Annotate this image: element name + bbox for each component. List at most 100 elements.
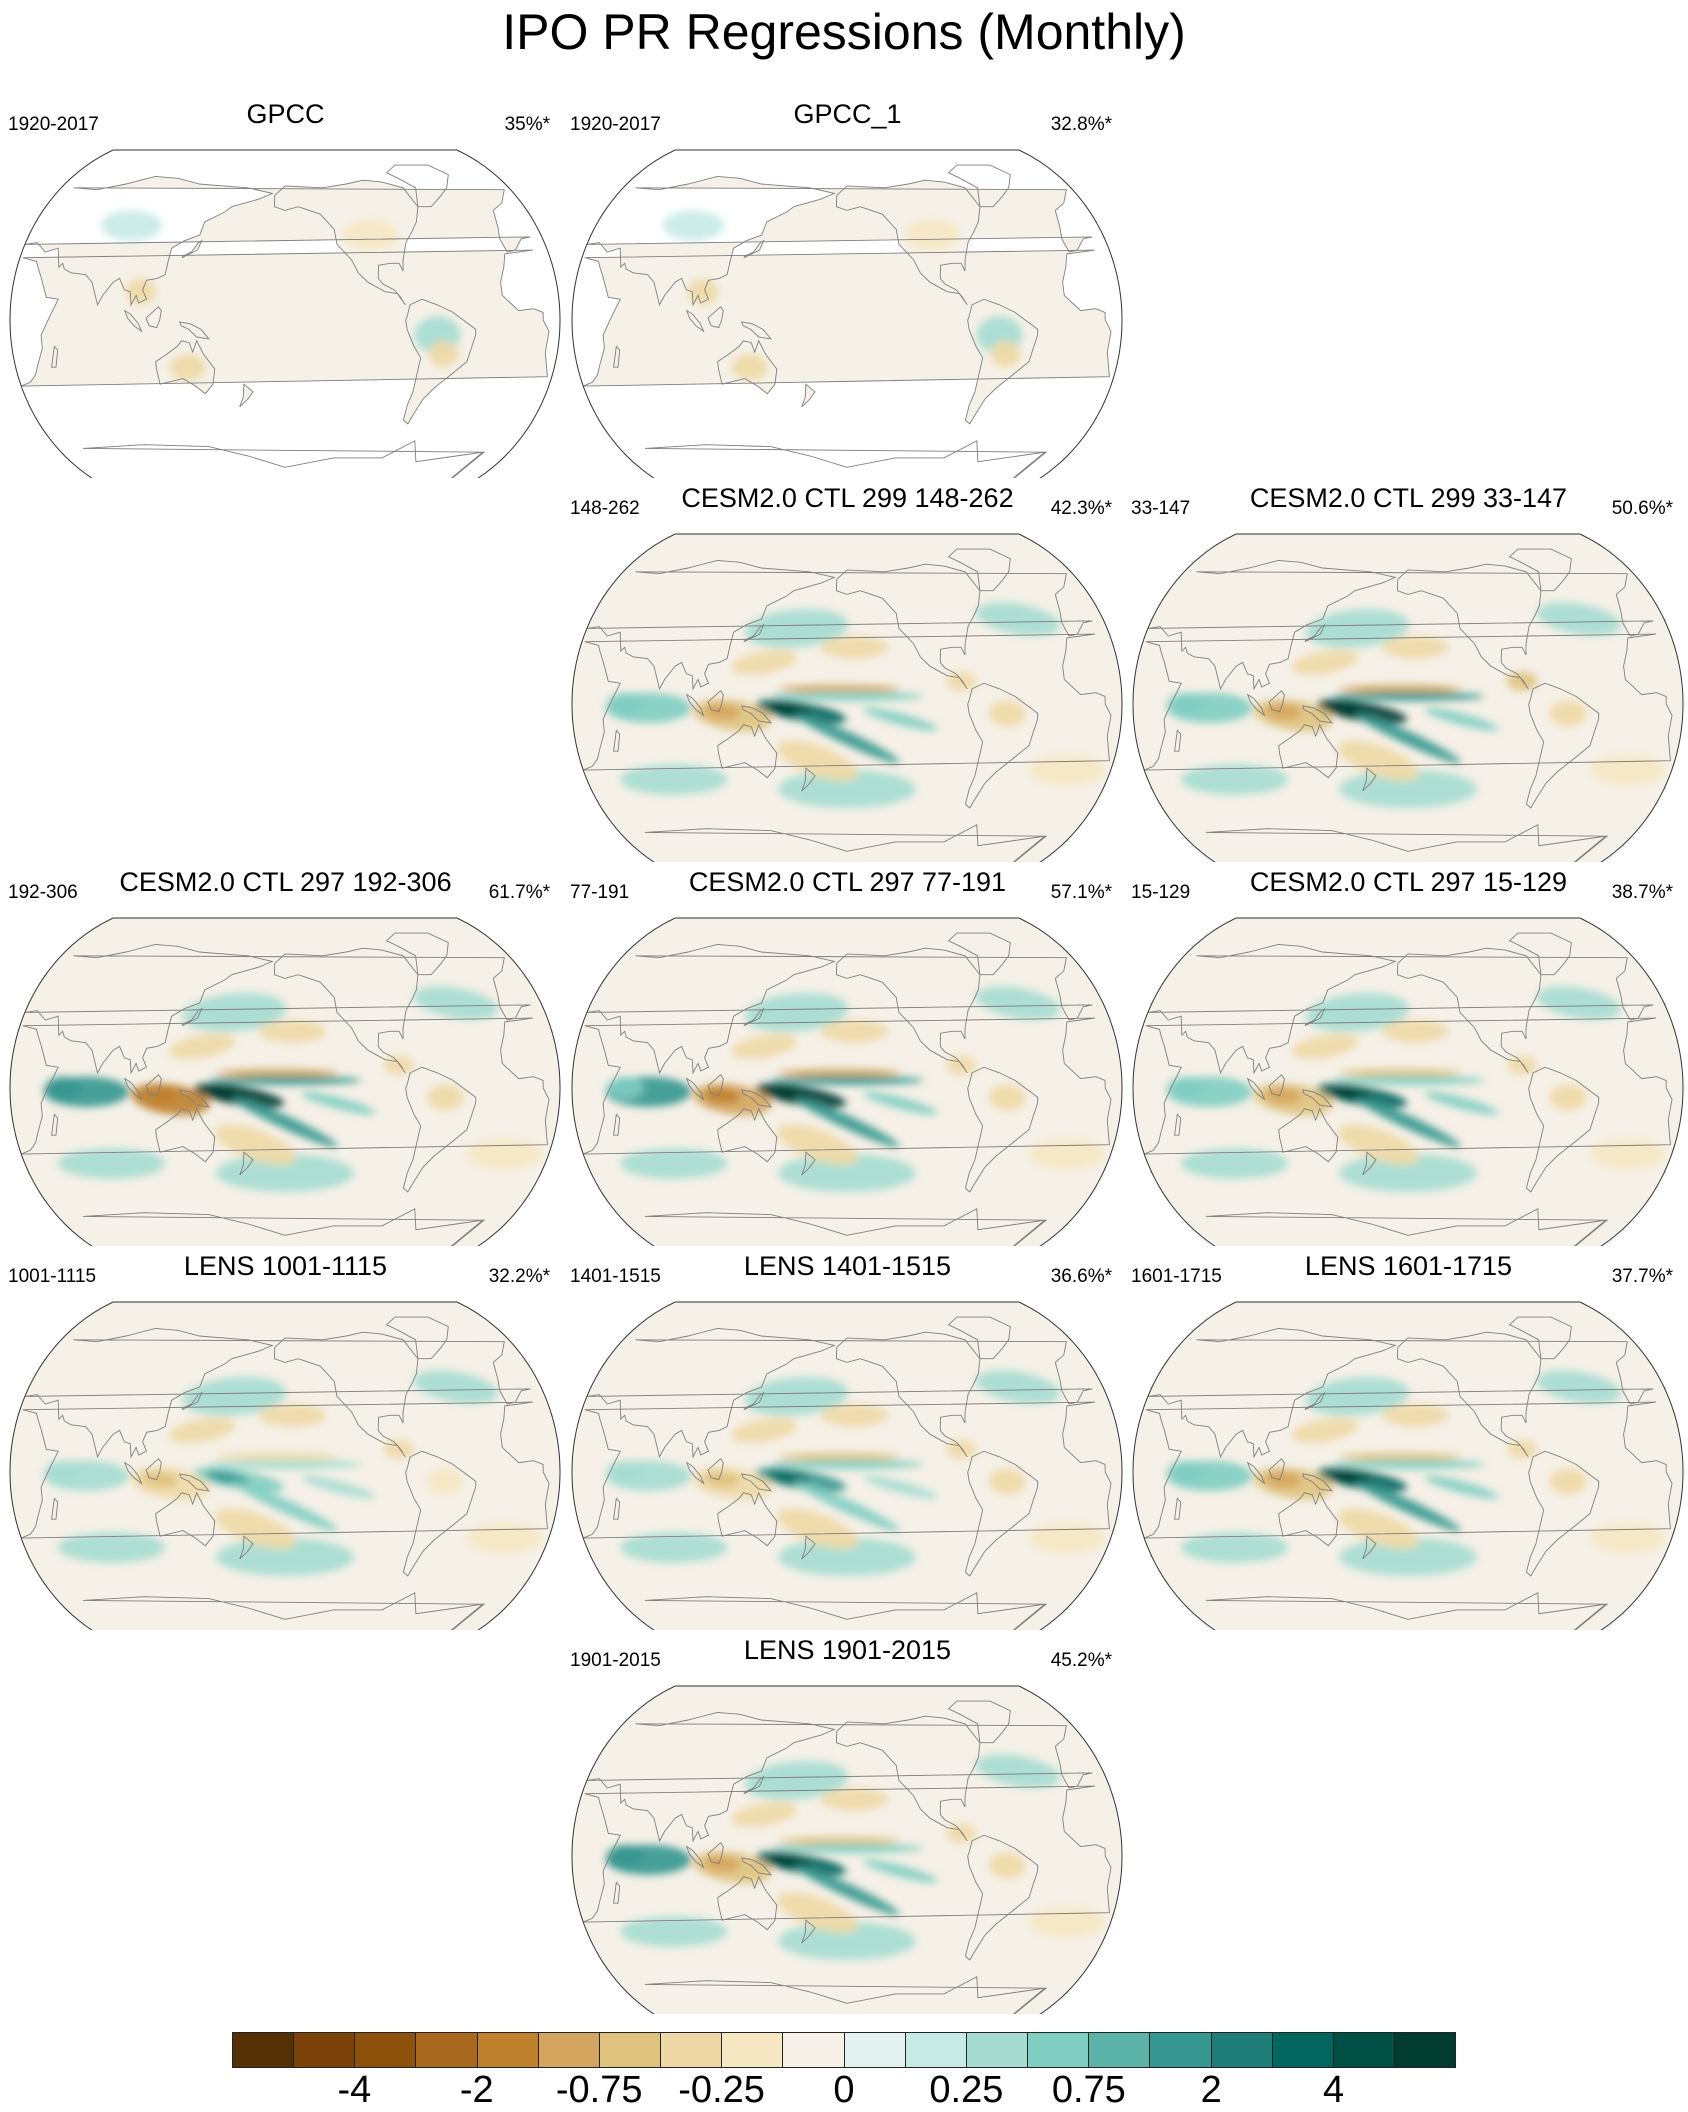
panel-title: LENS 1901-2015: [743, 1635, 952, 1665]
coastline-eurasia: [1147, 943, 1654, 1075]
coastline-madagascar: [613, 345, 621, 368]
panel-variance: 45.2%*: [1050, 1650, 1112, 1671]
coastline-new-guinea: [740, 1089, 773, 1108]
world-map: [571, 1685, 1123, 2014]
anomaly-east-pacific-wet: [1424, 707, 1499, 731]
anomaly-south-america-dry: [989, 1852, 1026, 1879]
coastline-antarctica: [644, 1208, 1048, 1246]
panel-title: CESM2.0 CTL 297 15-129: [1249, 867, 1568, 897]
coastline-new-zealand: [801, 767, 816, 792]
anomaly-itcz-north-dry: [1339, 684, 1462, 694]
coastline-antarctica: [644, 824, 1048, 862]
anomaly-itcz-north-wet: [208, 1075, 362, 1086]
anomaly-itcz-north-dry: [216, 1068, 339, 1078]
anomaly-n-pacific-east: [258, 1404, 326, 1427]
anomaly-east-pacific-wet: [863, 1859, 938, 1883]
coastline-japan: [743, 623, 765, 643]
anomaly-s-pacific-sub: [776, 1508, 858, 1550]
anomaly-w-pacific-sub: [169, 1417, 236, 1443]
anomaly-s-pacific-sub: [1337, 1508, 1419, 1550]
coastline-africa: [583, 1017, 1112, 1155]
coastline-greenland: [1508, 932, 1572, 976]
coastline-antarctica: [644, 1592, 1048, 1630]
anomaly-s-indian: [620, 1532, 728, 1563]
coastline-eurasia: [24, 1327, 531, 1459]
anomaly-central-america-dry: [945, 1439, 977, 1459]
colorbar-swatch: [1028, 2033, 1090, 2067]
panel-title: GPCC_1: [793, 99, 902, 129]
land-fill-africa: [583, 250, 1111, 387]
anomaly-east-pacific-wet: [301, 1091, 376, 1115]
anomaly-maritime-core: [1264, 1087, 1302, 1104]
coastline-sumatra: [685, 693, 705, 717]
coastline-eurasia: [586, 943, 1093, 1075]
map-panel-cesm2-ctl-297-192-306: CESM2.0 CTL 297 192-306 192-306 61.7%*: [8, 866, 563, 1246]
coastline-sumatra: [123, 1077, 143, 1101]
map-panel-gpcc-1: GPCC_1 1920-2017 32.8%*: [570, 98, 1125, 478]
land-fill-africa: [21, 250, 549, 387]
coastline-south-america: [402, 1066, 477, 1193]
coastline-south-america: [1525, 1450, 1600, 1577]
anomaly-w-pacific-sub: [731, 1417, 798, 1443]
coastline-borneo: [1268, 690, 1285, 713]
panel-title: LENS 1601-1715: [1304, 1251, 1513, 1281]
panel-period: 192-306: [8, 882, 78, 903]
anomaly-maritime-core: [703, 1855, 741, 1872]
anomaly-asia: [662, 210, 725, 241]
anomaly-s-atlantic: [1028, 1139, 1105, 1170]
coastline-north-america: [835, 179, 981, 306]
colorbar-swatch: [1089, 2033, 1151, 2067]
anomaly-s-atlantic: [1028, 755, 1105, 786]
anomaly-w-pacific-sub: [1292, 1417, 1359, 1443]
panel-variance: 36.6%*: [1050, 1266, 1112, 1287]
anomaly-n-pacific-east: [1381, 1020, 1449, 1043]
anomaly-east-pacific-wet: [863, 1475, 938, 1499]
map-panel-cesm2-ctl-297-77-191: CESM2.0 CTL 297 77-191 77-191 57.1%*: [570, 866, 1125, 1246]
panel-period: 77-191: [570, 882, 630, 903]
colorbar-tick-label: 2: [1200, 2069, 1222, 2111]
anomaly-east-pacific-wet: [863, 1091, 938, 1115]
anomaly-spcz-wet: [1355, 712, 1461, 764]
anomaly-spcz-wet: [794, 1480, 900, 1532]
coastline-greenland: [947, 932, 1011, 976]
anomaly-east-pacific-wet: [1424, 1091, 1499, 1115]
coastline-japan: [181, 239, 203, 259]
coastline-new-guinea: [1301, 1473, 1334, 1492]
anomaly-s-atlantic: [1589, 1523, 1666, 1554]
world-map: [9, 917, 561, 1246]
anomaly-n-atlantic: [413, 1370, 498, 1404]
anomaly-spcz-wet: [794, 1096, 900, 1148]
world-map: [571, 1301, 1123, 1630]
coastline-greenland: [385, 932, 449, 976]
coastline-sumatra: [685, 1845, 705, 1869]
anomaly-maritime-core: [141, 1087, 179, 1104]
coastline-sumatra: [685, 1077, 705, 1101]
colorbar-swatch: [233, 2033, 295, 2067]
globe-border: [571, 917, 1123, 1246]
world-map: [9, 1301, 561, 1630]
coastline-sumatra: [1246, 1461, 1266, 1485]
colorbar-tick-label: -4: [337, 2069, 372, 2111]
coastline-greenland: [385, 164, 449, 208]
colorbar-tick-label: -2: [459, 2069, 494, 2111]
coastline-japan: [743, 239, 765, 259]
anomaly-itcz-north-dry: [1339, 1452, 1462, 1462]
panel-variance: 50.6%*: [1611, 498, 1673, 519]
coastline-greenland: [947, 1700, 1011, 1744]
coastline-australia: [717, 723, 778, 779]
coastline-borneo: [707, 690, 724, 713]
coastline-australia: [155, 339, 216, 395]
panel-variance: 37.7%*: [1611, 1266, 1673, 1287]
coastline-australia: [155, 1107, 216, 1163]
anomaly-n-atlantic: [1536, 986, 1621, 1020]
panel-variance: 35%*: [504, 114, 550, 135]
anomaly-south-america-dry: [1550, 700, 1587, 727]
anomaly-north-america: [342, 219, 398, 251]
anomaly-w-pacific-sub: [169, 1033, 236, 1059]
panel-title: CESM2.0 CTL 297 192-306: [119, 867, 452, 897]
anomaly-east-pacific-wet: [301, 1475, 376, 1499]
anomaly-itcz-north-dry: [778, 1452, 901, 1462]
anomaly-south-america-dry: [989, 1084, 1026, 1111]
coastline-japan: [743, 1391, 765, 1411]
coastline-antarctica: [1205, 824, 1609, 862]
